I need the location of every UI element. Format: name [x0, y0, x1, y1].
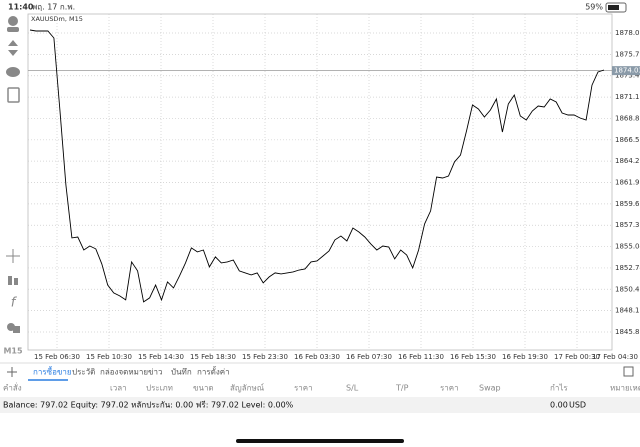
- y-tick-label: 1868.875: [615, 114, 640, 122]
- y-tick-label: 1855.045: [615, 243, 640, 251]
- battery-icon: [605, 2, 627, 13]
- x-tick-label: 15 Feb 10:30: [86, 353, 132, 361]
- tab[interactable]: ข่าว: [148, 368, 162, 377]
- timeframe-button[interactable]: M15: [3, 347, 23, 356]
- icon-new[interactable]: [7, 87, 20, 103]
- x-tick-label: 16 Feb 15:30: [450, 353, 496, 361]
- tab[interactable]: การซื้อขาย: [33, 366, 72, 377]
- icon-trade[interactable]: [8, 40, 18, 56]
- column-header: ขนาด: [193, 384, 214, 393]
- chart-symbol: XAUUSDm, M15: [31, 15, 83, 23]
- current-price-box: [612, 66, 640, 76]
- battery-level: [608, 5, 619, 10]
- column-header: เวลา: [110, 384, 127, 393]
- x-tick-label: 17 Feb 04:30: [592, 353, 638, 361]
- x-tick-label: 16 Feb 07:30: [346, 353, 392, 361]
- column-header: หมายเหตุ: [610, 384, 640, 393]
- chart-frame: [27, 13, 613, 351]
- price-line: [29, 29, 605, 303]
- tab[interactable]: กล่องจดหมาย: [100, 368, 148, 377]
- y-tick-label: 1848.130: [615, 307, 640, 315]
- balance-bar: [0, 397, 640, 413]
- toolbar: f: [6, 16, 20, 333]
- status-time: 11:40: [8, 3, 34, 12]
- y-tick-label: 1845.825: [615, 328, 640, 336]
- icon-chat[interactable]: [6, 67, 20, 77]
- y-tick-label: 1875.790: [615, 50, 640, 58]
- column-header: สัญลักษณ์: [230, 383, 265, 393]
- column-header: ประเภท: [146, 384, 173, 393]
- y-tick-label: 1861.960: [615, 179, 640, 187]
- icon-candles-2: [14, 278, 18, 285]
- icon-add[interactable]: [7, 367, 17, 377]
- y-tick-label: 1852.740: [615, 264, 640, 272]
- home-indicator: [236, 439, 404, 443]
- icon-layout[interactable]: [623, 366, 634, 377]
- y-tick-label: 1878.095: [615, 29, 640, 37]
- y-tick-label: 1850.435: [615, 285, 640, 293]
- profit: 0.00: [550, 401, 568, 410]
- column-header: ราคา: [294, 384, 313, 393]
- icon-function[interactable]: f: [11, 296, 18, 311]
- tab[interactable]: ประวัติ: [72, 368, 95, 377]
- x-tick-label: 16 Feb 03:30: [294, 353, 340, 361]
- y-tick-label: 1873.485: [615, 72, 640, 80]
- tabs: การซื้อขาย ประวัติ กล่องจดหมาย ข่าว บันทึก กา…: [33, 366, 230, 377]
- icon-account-body: [7, 27, 19, 32]
- column-header: กำไร: [550, 384, 568, 393]
- x-tick-label: 16 Feb 19:30: [502, 353, 548, 361]
- chart-layer: 1878.095 1875.790 1873.485 1871.180 1868.875…: [28, 14, 640, 361]
- icon-candles[interactable]: [8, 276, 12, 285]
- icon-account[interactable]: [8, 16, 18, 26]
- icon-objects-2: [13, 326, 20, 333]
- x-tick-label: 15 Feb 14:30: [138, 353, 184, 361]
- tab[interactable]: การตั้งค่า: [197, 366, 230, 377]
- status-date: พฤ. 17 ก.พ.: [32, 3, 75, 12]
- y-tick-label: 1866.570: [615, 136, 640, 144]
- y-tick-label: 1864.265: [615, 157, 640, 165]
- tab[interactable]: บันทึก: [171, 368, 192, 377]
- current-price-label: 1874.037: [614, 67, 640, 75]
- column-header: T/P: [395, 384, 409, 393]
- x-tick-label: 15 Feb 18:30: [190, 353, 236, 361]
- column-headers: คำสั่ง เวลา ประเภท ขนาด สัญลักษณ์ ราคา S/L T/P ร…: [3, 382, 640, 393]
- column-header: S/L: [346, 384, 359, 393]
- column-header: คำสั่ง: [3, 382, 22, 393]
- currency: USD: [569, 401, 586, 410]
- icon-crosshair[interactable]: [6, 249, 20, 263]
- status-battery: 59%: [585, 3, 603, 12]
- column-header: Swap: [479, 384, 501, 393]
- x-tick-label: 15 Feb 23:30: [242, 353, 288, 361]
- x-tick-label: 17 Feb 00:30: [554, 353, 600, 361]
- balance-summary: Balance: 797.02 Equity: 797.02 หลักประกั…: [3, 401, 294, 410]
- x-tick-label: 15 Feb 06:30: [34, 353, 80, 361]
- x-tick-label: 16 Feb 11:30: [398, 353, 444, 361]
- y-tick-label: 1859.655: [615, 200, 640, 208]
- y-tick-label: 1857.350: [615, 221, 640, 229]
- column-header: ราคา: [440, 384, 459, 393]
- y-tick-label: 1871.180: [615, 93, 640, 101]
